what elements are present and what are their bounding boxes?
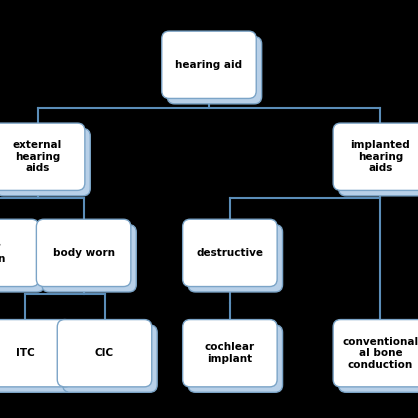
FancyBboxPatch shape xyxy=(339,325,418,392)
Text: implanted
hearing
aids: implanted hearing aids xyxy=(351,140,410,173)
FancyBboxPatch shape xyxy=(0,129,90,196)
FancyBboxPatch shape xyxy=(0,123,85,191)
Text: ITC: ITC xyxy=(16,348,34,358)
FancyBboxPatch shape xyxy=(0,319,72,387)
FancyBboxPatch shape xyxy=(0,225,44,292)
FancyBboxPatch shape xyxy=(333,319,418,387)
FancyBboxPatch shape xyxy=(333,123,418,191)
FancyBboxPatch shape xyxy=(339,129,418,196)
FancyBboxPatch shape xyxy=(36,219,131,287)
FancyBboxPatch shape xyxy=(63,325,157,392)
Text: hearing aid: hearing aid xyxy=(176,60,242,70)
FancyBboxPatch shape xyxy=(42,225,136,292)
FancyBboxPatch shape xyxy=(183,219,277,287)
FancyBboxPatch shape xyxy=(0,325,78,392)
FancyBboxPatch shape xyxy=(167,37,262,104)
Text: cochlear
implant: cochlear implant xyxy=(205,342,255,364)
FancyBboxPatch shape xyxy=(0,219,39,287)
Text: body worn: body worn xyxy=(53,248,115,258)
FancyBboxPatch shape xyxy=(57,319,152,387)
FancyBboxPatch shape xyxy=(183,319,277,387)
Text: conventional
al bone
conduction: conventional al bone conduction xyxy=(342,336,418,370)
FancyBboxPatch shape xyxy=(188,325,283,392)
Text: CIC: CIC xyxy=(95,348,114,358)
FancyBboxPatch shape xyxy=(188,225,283,292)
FancyBboxPatch shape xyxy=(162,31,256,99)
Text: external
hearing
aids: external hearing aids xyxy=(13,140,62,173)
Text: destructive: destructive xyxy=(196,248,263,258)
Text: ear
worn: ear worn xyxy=(0,242,6,264)
